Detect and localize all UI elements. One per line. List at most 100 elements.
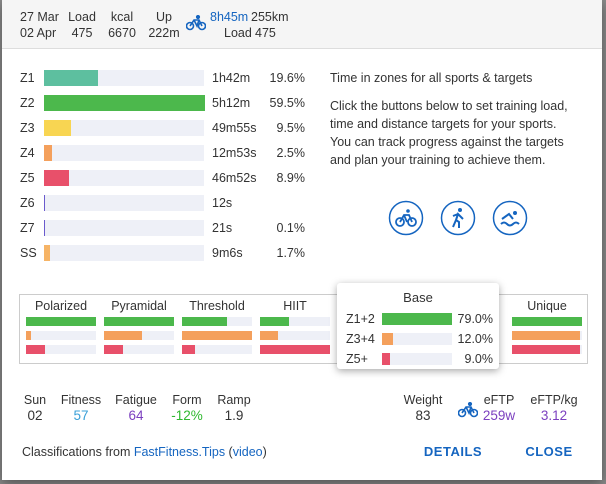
zone-time: 21s (212, 221, 233, 235)
zone-label: Z2 (20, 96, 35, 110)
card-track (260, 331, 330, 340)
zone-percent: 9.5% (276, 121, 306, 135)
source-text: ( (225, 445, 233, 459)
card-bar (104, 345, 124, 354)
card-bar (182, 331, 252, 340)
source-link[interactable]: FastFitness.Tips (133, 445, 226, 459)
zone-time: 49m55s (212, 121, 257, 135)
zone-track (44, 245, 204, 261)
card-track (26, 345, 96, 354)
card-bar (260, 317, 290, 326)
popup-track (382, 333, 452, 345)
zone-time: 9m6s (212, 246, 243, 260)
zone-time: 12s (212, 196, 233, 210)
card-bar (260, 331, 278, 340)
popup-bar (382, 313, 452, 325)
card-bar (512, 331, 580, 340)
activity-distance: 255km (251, 10, 289, 24)
stat-value: -12% (171, 408, 203, 423)
zone-bar (44, 120, 71, 136)
zone-bar (44, 245, 50, 261)
zone-percent: 2.5% (276, 146, 306, 160)
popup-label: Z3+4 (346, 332, 375, 346)
swim-button[interactable] (492, 200, 528, 236)
stat-value: 6670 (108, 26, 136, 40)
card-track (260, 317, 330, 326)
stat-label: Load (68, 10, 96, 24)
zone-track (44, 170, 204, 186)
dialog-button[interactable]: CLOSE (525, 444, 573, 459)
zone-label: Z7 (20, 221, 35, 235)
zone-label: Z1 (20, 71, 35, 85)
stat-label: Fatigue (115, 393, 157, 407)
card-track (182, 345, 252, 354)
popup-value: 9.0% (464, 352, 494, 366)
stat-label: eFTP (483, 393, 515, 407)
zone-label: Z6 (20, 196, 35, 210)
stat-value: 83 (415, 408, 431, 423)
source-text: Classifications from (22, 445, 134, 459)
zone-bar (44, 170, 69, 186)
card-bar (26, 345, 45, 354)
zone-percent: 0.1% (276, 221, 306, 235)
zone-track (44, 120, 204, 136)
zone-label: Z5 (20, 171, 35, 185)
source-text: ) (262, 445, 267, 459)
popup-value: 12.0% (457, 332, 493, 346)
stat-value: 57 (73, 408, 89, 423)
bike-icon (186, 15, 206, 31)
stat-label: Weight (403, 393, 443, 407)
stat-label: kcal (110, 10, 134, 24)
card-bar (512, 345, 580, 354)
dialog-button[interactable]: DETAILS (423, 444, 483, 459)
zone-label: Z4 (20, 146, 35, 160)
zone-percent: 19.6% (269, 71, 305, 85)
date-to: 02 Apr (20, 26, 57, 40)
stat-label: Fitness (60, 393, 102, 407)
popup-label: Z1+2 (346, 312, 375, 326)
stat-value: 259w (482, 408, 516, 423)
eftp-bike-icon (458, 402, 478, 418)
stat-value: 64 (128, 408, 144, 423)
card-name[interactable]: Threshold (189, 299, 245, 313)
popup-track (382, 353, 452, 365)
card-name[interactable]: Pyramidal (111, 299, 167, 313)
card-bar (260, 345, 330, 354)
ride-button[interactable] (388, 200, 424, 236)
card-bar (512, 317, 582, 326)
stat-label: Ramp (217, 393, 251, 407)
zone-time: 5h12m (212, 96, 251, 110)
card-bar (182, 345, 195, 354)
classification-box (19, 294, 588, 364)
card-name[interactable]: Polarized (34, 299, 88, 313)
zone-track (44, 220, 204, 236)
zone-bar (44, 70, 98, 86)
popup-bar (382, 353, 390, 365)
zone-time: 1h42m (212, 71, 251, 85)
zone-label: Z3 (20, 121, 35, 135)
stat-value: 02 (27, 408, 43, 423)
activity-load-label: Load (224, 26, 252, 40)
activity-duration: 8h45m (210, 10, 249, 24)
stat-label: Up (156, 10, 172, 24)
zone-time: 12m53s (212, 146, 257, 160)
run-button[interactable] (440, 200, 476, 236)
activity-load: 475 (255, 26, 276, 40)
base-popup: Base Z1+2 79.0% Z3+4 12.0% Z5+ 9.0% (337, 283, 499, 369)
stat-label: eFTP/kg (530, 393, 578, 407)
popup-value: 79.0% (457, 312, 493, 326)
stat-label: Sun (23, 393, 47, 407)
card-track (26, 331, 96, 340)
zone-bar (44, 145, 52, 161)
zone-percent: 1.7% (276, 246, 306, 260)
stat-value: 222m (148, 26, 180, 40)
card-name[interactable]: HIIT (283, 299, 307, 313)
info-text: Click the buttons below to set training … (330, 99, 568, 167)
card-name[interactable]: Unique (527, 299, 567, 313)
card-bar (26, 331, 31, 340)
source-link[interactable]: video (232, 445, 263, 459)
zone-bar (44, 95, 205, 111)
zone-time: 46m52s (212, 171, 257, 185)
